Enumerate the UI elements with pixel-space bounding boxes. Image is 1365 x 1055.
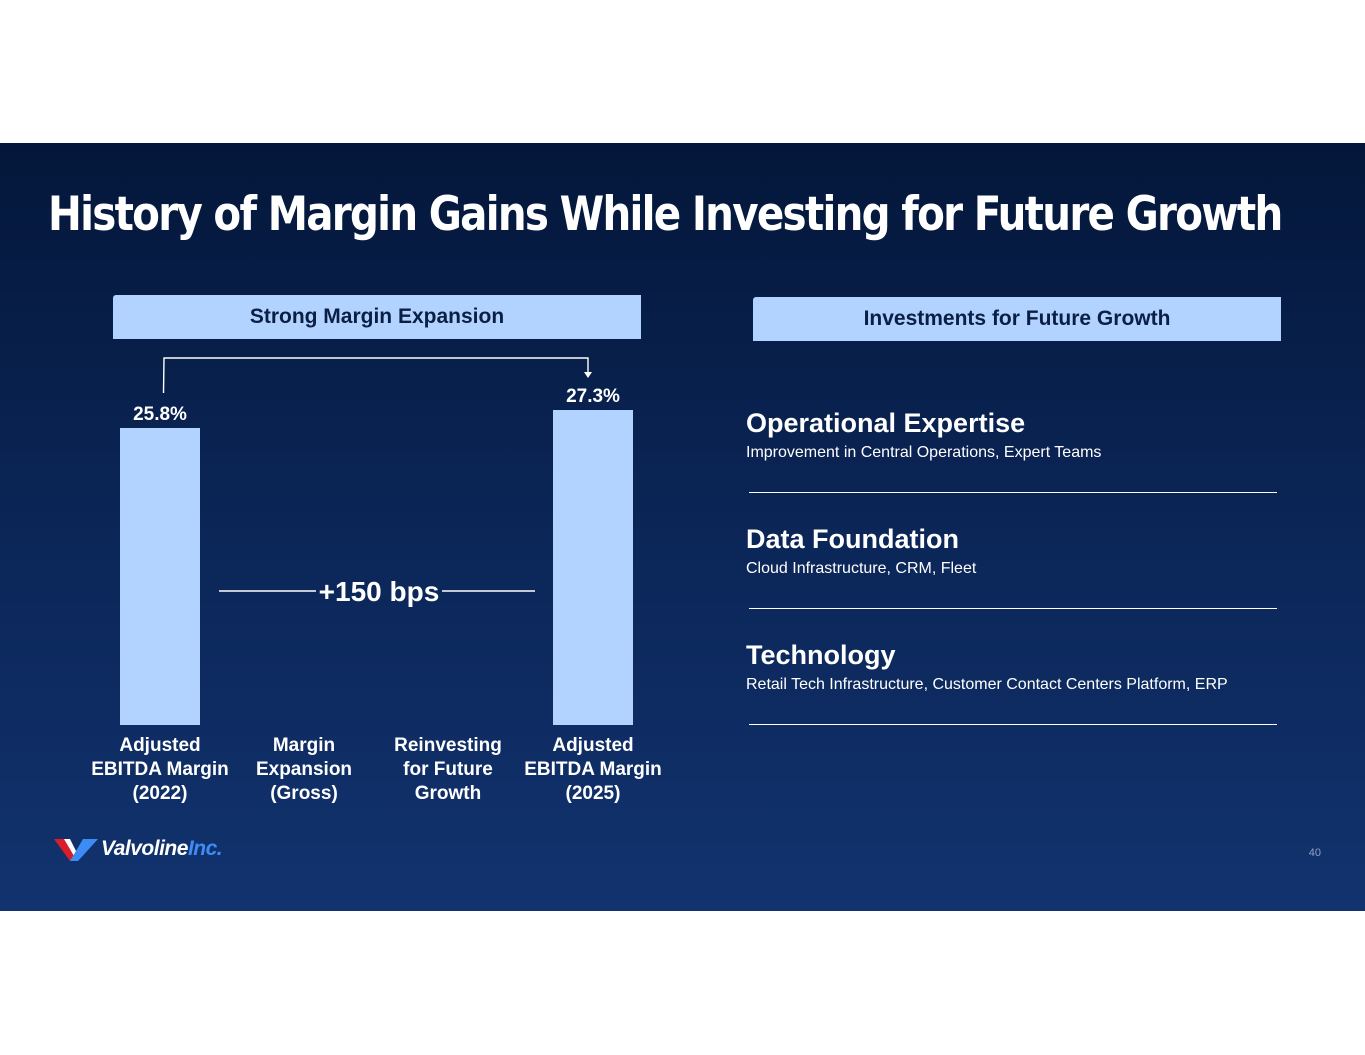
category-label-line: EBITDA Margin	[91, 759, 229, 780]
investment-description: Cloud Infrastructure, CRM, Fleet	[746, 560, 977, 577]
investment-title: Data Foundation	[746, 524, 959, 554]
investment-description: Retail Tech Infrastructure, Customer Con…	[746, 676, 1228, 693]
slide: History of Margin Gains While Investing …	[0, 143, 1365, 911]
investment-item-operational-expertise: Operational Expertise Improvement in Cen…	[746, 407, 1278, 463]
category-label-line: for Future	[403, 759, 493, 780]
logo-suffix: Inc.	[187, 837, 223, 860]
investment-title: Technology	[746, 640, 896, 670]
logo-wordmark: ValvolineInc.	[101, 837, 223, 861]
category-label-line: (2022)	[133, 783, 188, 804]
investment-item-data-foundation: Data Foundation Cloud Infrastructure, CR…	[746, 523, 1278, 579]
category-label-line: EBITDA Margin	[524, 759, 662, 780]
bar-value-label-3: 27.3%	[566, 386, 620, 407]
category-label-0: Adjusted EBITDA Margin (2022)	[91, 735, 229, 804]
category-label-line: Reinvesting	[394, 735, 502, 756]
right-panel-header: Investments for Future Growth	[753, 297, 1281, 341]
category-label-3: Adjusted EBITDA Margin (2025)	[524, 735, 662, 804]
left-panel-header: Strong Margin Expansion	[113, 295, 641, 339]
divider	[749, 608, 1277, 609]
category-label-1: Margin Expansion (Gross)	[256, 735, 352, 804]
category-label-2: Reinvesting for Future Growth	[394, 735, 502, 804]
logo-name: Valvoline	[101, 837, 188, 860]
category-label-line: Margin	[273, 735, 335, 756]
investment-description: Improvement in Central Operations, Exper…	[746, 444, 1102, 461]
margin-chart: 25.8% 27.3% +150 bps Adjusted EBITDA Margin (…	[91, 357, 662, 804]
divider	[749, 724, 1277, 725]
investment-title: Operational Expertise	[746, 408, 1026, 438]
page-title: History of Margin Gains While Investing …	[48, 187, 1283, 242]
bar-0	[120, 428, 200, 725]
divider	[749, 492, 1277, 493]
company-logo: ValvolineInc.	[54, 837, 223, 861]
category-label-line: Expansion	[256, 759, 352, 780]
category-label-line: Adjusted	[119, 735, 200, 756]
bar-3	[553, 410, 633, 725]
comparison-bracket	[162, 357, 589, 394]
bracket-arrow-icon	[584, 372, 592, 378]
bar-value-label-0: 25.8%	[133, 404, 187, 425]
investment-item-technology: Technology Retail Tech Infrastructure, C…	[746, 639, 1278, 695]
category-label-line: (Gross)	[270, 783, 338, 804]
category-label-line: Adjusted	[552, 735, 633, 756]
valvoline-v-icon	[54, 839, 98, 861]
page-number: 40	[1308, 847, 1321, 859]
category-label-line: (2025)	[566, 783, 621, 804]
annotation-label: +150 bps	[319, 576, 440, 607]
category-label-line: Growth	[415, 783, 482, 804]
